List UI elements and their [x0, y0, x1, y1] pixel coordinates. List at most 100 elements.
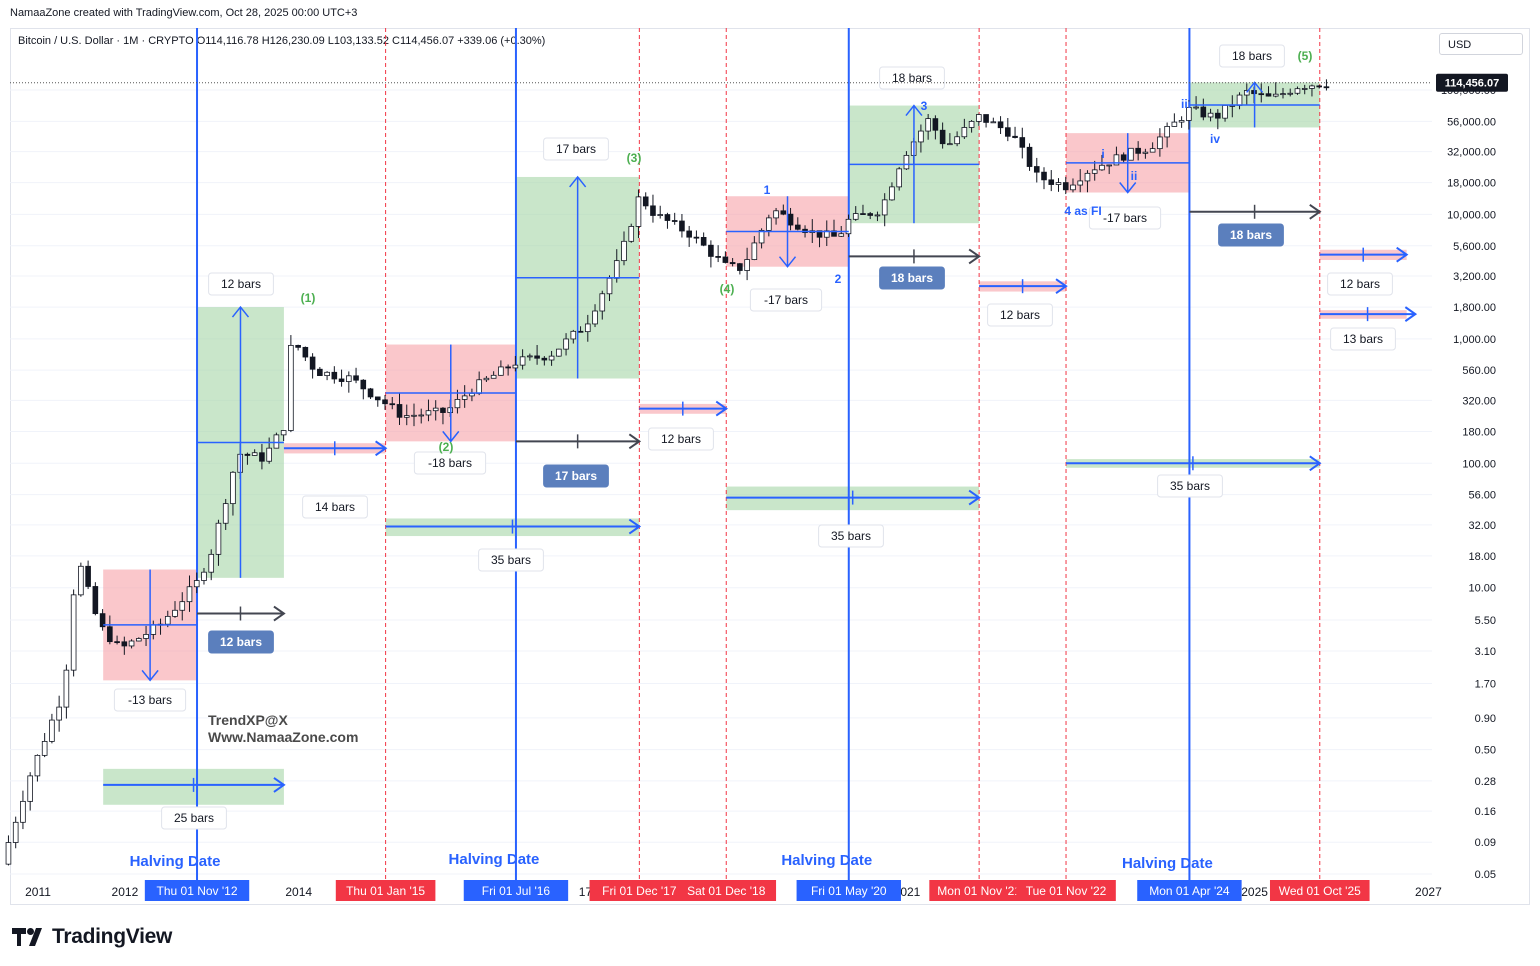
price-tick: 3,200.00	[1453, 271, 1496, 283]
short-bar-count-box	[302, 495, 368, 519]
candle-body	[454, 399, 461, 409]
lower-bar-count: -18 bars	[428, 456, 472, 470]
short-bar-count-box	[648, 427, 714, 451]
cycle-date-badge	[1269, 880, 1370, 901]
halving-label: Halving Date	[1122, 855, 1213, 872]
candle-body	[1222, 105, 1228, 119]
lower-bar-count-box	[749, 288, 823, 312]
zone-v-head	[778, 256, 797, 268]
last-price-badge	[1436, 73, 1508, 92]
price-tick: 32,000.00	[1447, 147, 1496, 159]
candle-body	[1157, 136, 1163, 150]
candle-body	[1142, 151, 1149, 154]
candle-body	[288, 344, 294, 431]
time-axis[interactable]: 2011201220142017202120252027Thu 01 Nov '…	[25, 880, 1442, 901]
wave-label: iii	[1181, 97, 1191, 111]
tradingview-logo[interactable]: TradingView	[12, 924, 172, 950]
candle-body	[1113, 154, 1120, 166]
candle-body	[179, 601, 186, 611]
candle-body	[324, 371, 330, 377]
symbol-legend: Bitcoin / U.S. Dollar · 1M · CRYPTO O114…	[18, 35, 546, 47]
candle-body	[396, 404, 403, 418]
year-tick: 2027	[1415, 885, 1442, 899]
upper-bar-count-box	[1219, 44, 1285, 68]
candle-body	[143, 634, 149, 639]
lower-bar-count-box	[413, 451, 487, 475]
candle-body	[939, 129, 946, 145]
candle-body	[201, 571, 207, 581]
candle-body	[860, 213, 866, 215]
candle-body	[1243, 90, 1250, 96]
candle-body	[1026, 146, 1033, 167]
candle-body	[657, 214, 664, 216]
candle-body	[244, 453, 251, 456]
candle-body	[273, 434, 280, 449]
candle-body	[1294, 88, 1301, 94]
candle-body	[541, 357, 548, 361]
price-tick: 32.00	[1468, 520, 1496, 532]
cycle-date-text: Fri 01 Dec '17	[602, 884, 677, 898]
halving-label: Halving Date	[449, 851, 540, 868]
candle-body	[418, 414, 425, 417]
candle-body	[1272, 93, 1279, 97]
wave-label: (3)	[627, 151, 642, 165]
candle-body	[1323, 86, 1330, 89]
badge-bar-count: 18 bars	[891, 271, 933, 285]
cycle-date-badge	[589, 880, 690, 901]
candle-body	[251, 452, 258, 456]
badge-arrow-head	[1309, 203, 1322, 220]
candle-body	[461, 395, 468, 400]
right-bar-count-box	[1330, 327, 1396, 351]
currency-select[interactable]: USD	[1439, 33, 1523, 55]
candle-body	[317, 368, 323, 377]
candle-body	[403, 415, 410, 418]
wave-label: (5)	[1298, 49, 1313, 63]
candle-body	[41, 741, 48, 756]
candle-body	[874, 214, 881, 217]
candle-body	[997, 121, 1004, 129]
wave-label: ii	[1131, 169, 1138, 183]
cycle-zones	[103, 82, 1407, 805]
cycle-date-text: Thu 01 Jan '15	[346, 884, 425, 898]
candle-body	[570, 330, 577, 340]
price-tick: 56,000.00	[1447, 116, 1496, 128]
candle-body	[389, 403, 396, 406]
candle-body	[63, 669, 70, 708]
halving-date-badge	[1137, 880, 1242, 901]
candle-body	[266, 447, 272, 462]
candle-body	[490, 374, 497, 379]
upper-bar-count-box	[543, 137, 609, 161]
lower-bar-count-box	[113, 688, 187, 712]
candle-body	[1128, 147, 1134, 161]
upper-bar-count: 18 bars	[892, 71, 932, 85]
candle-body	[172, 609, 178, 617]
candle-body	[787, 213, 794, 226]
span-arrow-head	[1309, 455, 1322, 472]
price-axis[interactable]: 100,000.0056,000.0032,000.0018,000.0010,…	[10, 73, 1508, 881]
halving-date-text: Thu 01 Nov '12	[157, 884, 238, 898]
span-bar-count: 35 bars	[1170, 479, 1210, 493]
price-tick: 5.50	[1475, 615, 1496, 627]
candle-body	[5, 842, 12, 865]
candle-body	[599, 293, 606, 312]
candle-body	[693, 236, 700, 239]
candle-body	[686, 230, 692, 238]
candle-body	[164, 615, 171, 625]
candle-body	[34, 754, 41, 777]
candle-body	[592, 310, 598, 325]
candle-body	[1207, 112, 1214, 118]
candle-body	[309, 356, 316, 370]
zone-v-head	[905, 104, 923, 117]
right-bar-count: 12 bars	[1340, 277, 1380, 291]
candle-body	[1012, 135, 1018, 138]
zone-v-head	[569, 175, 587, 188]
measure-arrows	[103, 81, 1418, 793]
watermark-site: Www.NamaaZone.com	[208, 729, 359, 745]
short-arrow-head	[1055, 278, 1068, 295]
candle-body	[896, 168, 902, 188]
candle-body	[367, 388, 374, 398]
candle-body	[411, 414, 417, 417]
short-bar-count: 14 bars	[315, 500, 355, 514]
candle-body	[976, 114, 982, 122]
